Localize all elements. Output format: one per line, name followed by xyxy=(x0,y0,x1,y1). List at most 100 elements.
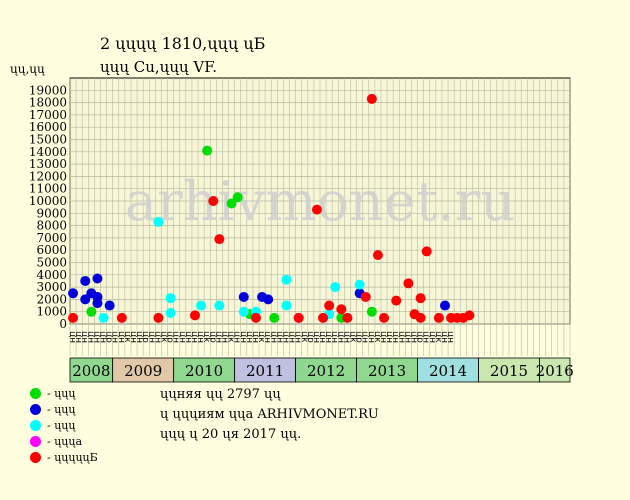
y-tick-label: 0 xyxy=(59,317,67,331)
x-slot-label: цк xyxy=(348,331,358,343)
legend-label: - ųųų xyxy=(47,418,76,432)
data-point xyxy=(440,300,450,311)
x-slot-label: цн xyxy=(360,331,370,343)
year-label: 2013 xyxy=(368,362,406,380)
year-label: 2008 xyxy=(72,362,110,380)
data-point xyxy=(464,310,475,321)
x-slot-label: цн xyxy=(152,331,162,343)
x-slot-label: цк xyxy=(201,331,211,343)
price-chart: 0100020003000400050006000700080009000100… xyxy=(29,77,574,383)
x-slot-label: цн xyxy=(402,331,412,343)
x-slot-label: цн xyxy=(427,331,437,343)
y-tick-label: 5000 xyxy=(36,256,67,270)
x-slot-label: цр xyxy=(305,331,315,343)
x-slot-label: цн xyxy=(274,331,284,343)
data-point xyxy=(165,307,176,318)
legend-item: - ųųųųųБ xyxy=(30,449,98,465)
year-label: 2010 xyxy=(185,362,223,380)
y-tick-label: 17000 xyxy=(29,108,67,122)
data-point xyxy=(214,234,225,245)
legend-swatch xyxy=(30,387,41,399)
x-slot-label: цн xyxy=(445,331,455,343)
data-point xyxy=(281,274,292,285)
x-slot-label: цн xyxy=(79,331,89,343)
x-slot-label: цн xyxy=(390,331,400,343)
data-point xyxy=(165,293,176,304)
x-slot-label: цн xyxy=(219,331,229,343)
note-date: ųųų ų 20 ųя 2017 ųų. xyxy=(160,427,302,442)
x-slot-label: цр xyxy=(140,331,150,343)
data-point xyxy=(379,312,390,323)
legend-swatch xyxy=(30,451,41,463)
data-point xyxy=(190,310,200,321)
data-point xyxy=(293,312,304,323)
legend-item: - ųųų xyxy=(30,401,98,417)
y-tick-label: 16000 xyxy=(29,120,67,134)
x-slot-label: цн xyxy=(238,331,248,343)
data-point xyxy=(324,300,335,311)
year-label: 2014 xyxy=(429,362,467,380)
x-slot-label: цн xyxy=(110,331,120,343)
x-slot-label: цн xyxy=(396,331,406,343)
year-band xyxy=(539,357,571,383)
y-tick-label: 13000 xyxy=(29,157,67,171)
x-slot-label: цр xyxy=(415,331,425,343)
data-point xyxy=(366,306,377,317)
year-label: 2011 xyxy=(246,362,284,380)
data-point xyxy=(354,279,365,290)
y-tick-label: 19000 xyxy=(29,83,67,97)
data-point xyxy=(403,278,414,289)
data-point xyxy=(80,294,91,305)
x-slot-label: цр xyxy=(104,331,114,343)
x-slot-label: цн xyxy=(268,331,278,343)
x-slot-label: цр xyxy=(165,331,175,343)
x-slot-label: цн xyxy=(409,331,419,343)
year-band xyxy=(295,357,357,383)
data-point xyxy=(372,250,383,261)
x-slot-label: цн xyxy=(384,331,394,343)
y-tick-label: 9000 xyxy=(36,206,67,220)
data-point xyxy=(80,275,91,286)
data-point xyxy=(196,300,207,311)
data-point xyxy=(153,216,164,227)
x-slot-label: цн xyxy=(67,331,77,343)
data-point xyxy=(68,312,79,323)
x-slot-label: цн xyxy=(335,331,345,343)
data-point xyxy=(202,145,213,156)
x-slot-label: цн xyxy=(213,331,223,343)
x-slot-label: цн xyxy=(85,331,95,343)
year-band xyxy=(478,357,540,383)
data-point xyxy=(86,306,97,317)
data-point xyxy=(415,293,426,304)
y-tick-label: 8000 xyxy=(36,219,67,233)
x-slot-label: цк xyxy=(299,331,309,343)
x-slot-label: цн xyxy=(287,331,297,343)
x-slot-label: цн xyxy=(293,331,303,343)
legend-item: - ųųų xyxy=(30,385,98,401)
y-tick-label: 7000 xyxy=(36,231,67,245)
legend-item: - ųųų xyxy=(30,417,98,433)
legend-swatch xyxy=(30,403,41,415)
x-slot-label: цн xyxy=(317,331,327,343)
year-band xyxy=(417,357,479,383)
data-point xyxy=(238,306,249,317)
x-slot-label: цн xyxy=(262,331,272,343)
x-slot-label: цн xyxy=(171,331,181,343)
note-source: ų ųųųиям ųųa ARHIVMONET.RU xyxy=(160,407,379,422)
legend-swatch xyxy=(30,419,41,431)
legend-label: - ųųųa xyxy=(47,434,83,448)
x-slot-label: цн xyxy=(232,331,242,343)
legend-label: - ųųųųųБ xyxy=(47,450,98,464)
y-tick-label: 18000 xyxy=(29,96,67,110)
data-point xyxy=(98,312,109,323)
x-slot-label: цн xyxy=(195,331,205,343)
x-slot-label: цн xyxy=(421,331,431,343)
data-point xyxy=(68,288,79,299)
data-point xyxy=(226,198,237,209)
data-point xyxy=(208,196,219,206)
y-tick-label: 2000 xyxy=(36,292,67,306)
data-point xyxy=(92,298,103,309)
data-point xyxy=(104,300,115,311)
x-slot-label: цн xyxy=(378,331,388,343)
note-count: ųųняя ųų 2797 ųų xyxy=(160,387,281,402)
